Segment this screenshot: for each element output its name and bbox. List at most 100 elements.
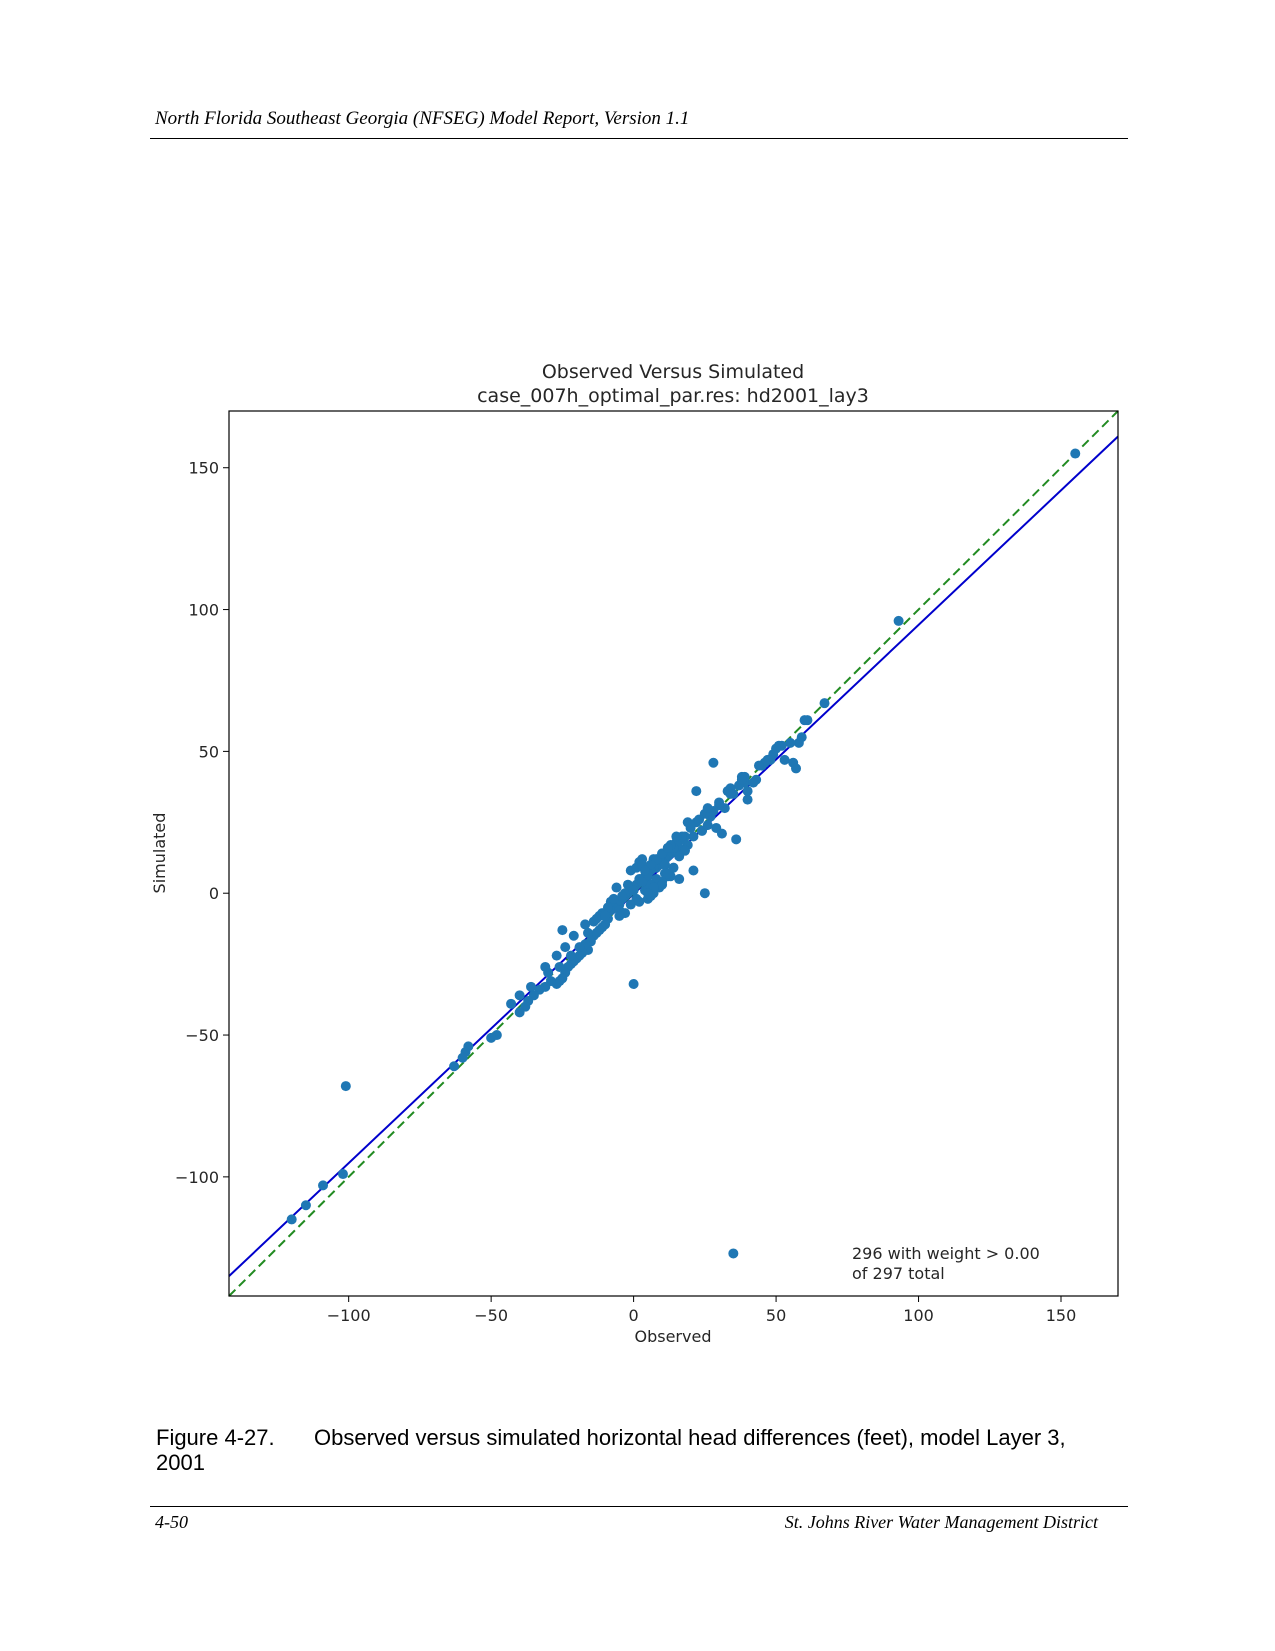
data-point (634, 896, 645, 907)
data-point (625, 899, 636, 910)
y-tick-label: −50 (185, 1026, 219, 1045)
y-tick-label: 0 (209, 884, 219, 903)
data-points (286, 448, 1081, 1259)
annotation-line-2: of 297 total (852, 1264, 945, 1283)
data-point (742, 786, 753, 797)
figure-caption: Figure 4-27. Observed versus simulated ho… (156, 1425, 1116, 1475)
data-point (674, 874, 685, 885)
data-point (637, 876, 648, 887)
data-point (785, 737, 796, 748)
data-point (694, 814, 705, 825)
y-axis-label: Simulated (150, 813, 169, 894)
data-point (526, 981, 537, 992)
data-point (608, 893, 619, 904)
data-point (560, 942, 571, 953)
data-point (819, 698, 830, 709)
data-point (540, 961, 551, 972)
annotation-line-1: 296 with weight > 0.00 (852, 1244, 1040, 1263)
data-point (685, 820, 696, 831)
data-point (628, 885, 639, 896)
data-point (688, 865, 699, 876)
x-axis-label: Observed (635, 1327, 712, 1346)
x-tick-label: 0 (629, 1306, 639, 1325)
data-point (791, 763, 802, 774)
x-tick-label: 50 (766, 1306, 786, 1325)
data-point (574, 942, 585, 953)
footer-organization: St. Johns River Water Management Distric… (784, 1512, 1098, 1532)
data-point (642, 888, 653, 899)
data-point (617, 891, 628, 902)
chart-title: Observed Versus Simulated (542, 361, 804, 383)
data-point (286, 1214, 297, 1225)
data-point (893, 615, 904, 626)
data-point (688, 831, 699, 842)
data-point (668, 862, 679, 873)
data-point (702, 803, 713, 814)
data-point (340, 1081, 351, 1092)
data-point (716, 828, 727, 839)
data-point (514, 1007, 525, 1018)
data-point (600, 910, 611, 921)
data-point (799, 715, 810, 726)
figure-number: Figure 4-27. (156, 1425, 275, 1450)
data-point (565, 950, 576, 961)
data-point (742, 794, 753, 805)
data-point (583, 927, 594, 938)
data-point (457, 1052, 468, 1063)
data-point (728, 1248, 739, 1259)
data-point (514, 990, 525, 1001)
data-point (725, 788, 736, 799)
data-point (554, 961, 565, 972)
data-point (580, 919, 591, 930)
chart-subtitle: case_007h_optimal_par.res: hd2001_lay3 (477, 385, 869, 407)
x-tick-label: −50 (474, 1306, 508, 1325)
figure-caption-text: Observed versus simulated horizontal hea… (156, 1425, 1066, 1475)
data-point (662, 842, 673, 853)
data-point (748, 777, 759, 788)
data-point (731, 834, 742, 845)
data-point (779, 754, 790, 765)
x-tick-label: 100 (903, 1306, 934, 1325)
data-point (657, 879, 668, 890)
data-point (449, 1061, 460, 1072)
page-number: 4-50 (155, 1512, 188, 1532)
data-point (337, 1169, 348, 1180)
x-tick-label: 150 (1046, 1306, 1077, 1325)
data-point (602, 902, 613, 913)
x-tick-label: −100 (327, 1306, 371, 1325)
report-header: North Florida Southeast Georgia (NFSEG) … (155, 108, 690, 129)
data-point (753, 760, 764, 771)
data-point (714, 797, 725, 808)
data-point (591, 913, 602, 924)
data-point (699, 888, 710, 899)
data-point (568, 930, 579, 941)
data-point (659, 859, 670, 870)
data-point (691, 786, 702, 797)
data-point (557, 925, 568, 936)
data-point (300, 1200, 311, 1211)
scatter-chart: Observed Versus Simulated case_007h_opti… (150, 361, 1119, 1346)
data-point (771, 743, 782, 754)
y-tick-label: 150 (188, 459, 219, 478)
data-point (506, 998, 517, 1009)
data-point (674, 851, 685, 862)
data-point (640, 865, 651, 876)
data-point (614, 910, 625, 921)
y-tick-label: 100 (188, 601, 219, 620)
header-rule (150, 138, 1128, 139)
data-point (486, 1032, 497, 1043)
data-point (611, 882, 622, 893)
footer-rule (150, 1506, 1128, 1507)
axes: −100 −50 0 50 100 150 −100 −50 0 50 100 150 (175, 459, 1076, 1325)
data-point (1070, 448, 1081, 459)
data-point (793, 737, 804, 748)
data-point (736, 774, 747, 785)
y-tick-label: 50 (199, 742, 219, 761)
data-point (708, 757, 719, 768)
data-point (702, 820, 713, 831)
plot-frame (228, 410, 1119, 1297)
data-point (551, 950, 562, 961)
data-point (628, 978, 639, 989)
data-point (318, 1180, 329, 1191)
y-tick-label: −100 (175, 1168, 219, 1187)
